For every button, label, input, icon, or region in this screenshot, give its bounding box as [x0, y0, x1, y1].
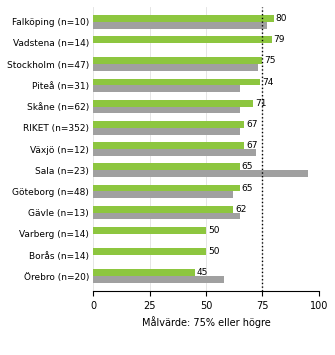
- Bar: [93, 227, 206, 234]
- Text: 67: 67: [246, 120, 258, 129]
- Bar: [93, 213, 240, 219]
- Text: 50: 50: [208, 226, 219, 235]
- Bar: [93, 276, 224, 283]
- Bar: [93, 64, 258, 71]
- Bar: [93, 185, 240, 191]
- Bar: [93, 100, 254, 106]
- Bar: [93, 269, 195, 276]
- Bar: [93, 36, 271, 43]
- Bar: [93, 191, 233, 198]
- Bar: [93, 142, 245, 149]
- Text: 65: 65: [242, 162, 253, 171]
- Text: 45: 45: [197, 268, 208, 277]
- Text: 50: 50: [208, 247, 219, 256]
- Bar: [93, 170, 308, 177]
- Bar: [93, 78, 260, 86]
- Bar: [93, 149, 256, 156]
- X-axis label: Målvärde: 75% eller högre: Målvärde: 75% eller högre: [142, 316, 270, 328]
- Legend: 2015, 2016: 2015, 2016: [153, 354, 259, 355]
- Bar: [93, 86, 240, 92]
- Bar: [93, 248, 206, 255]
- Text: 71: 71: [255, 99, 267, 108]
- Text: 75: 75: [264, 56, 276, 65]
- Bar: [93, 128, 240, 135]
- Bar: [93, 58, 263, 64]
- Text: 65: 65: [242, 184, 253, 192]
- Bar: [93, 163, 240, 170]
- Bar: [93, 121, 245, 128]
- Bar: [93, 22, 267, 28]
- Text: 79: 79: [273, 35, 285, 44]
- Text: 62: 62: [235, 205, 246, 214]
- Text: 67: 67: [246, 141, 258, 150]
- Bar: [93, 206, 233, 213]
- Bar: [93, 106, 240, 113]
- Bar: [93, 15, 274, 22]
- Text: 74: 74: [262, 77, 273, 87]
- Text: 80: 80: [276, 14, 287, 23]
